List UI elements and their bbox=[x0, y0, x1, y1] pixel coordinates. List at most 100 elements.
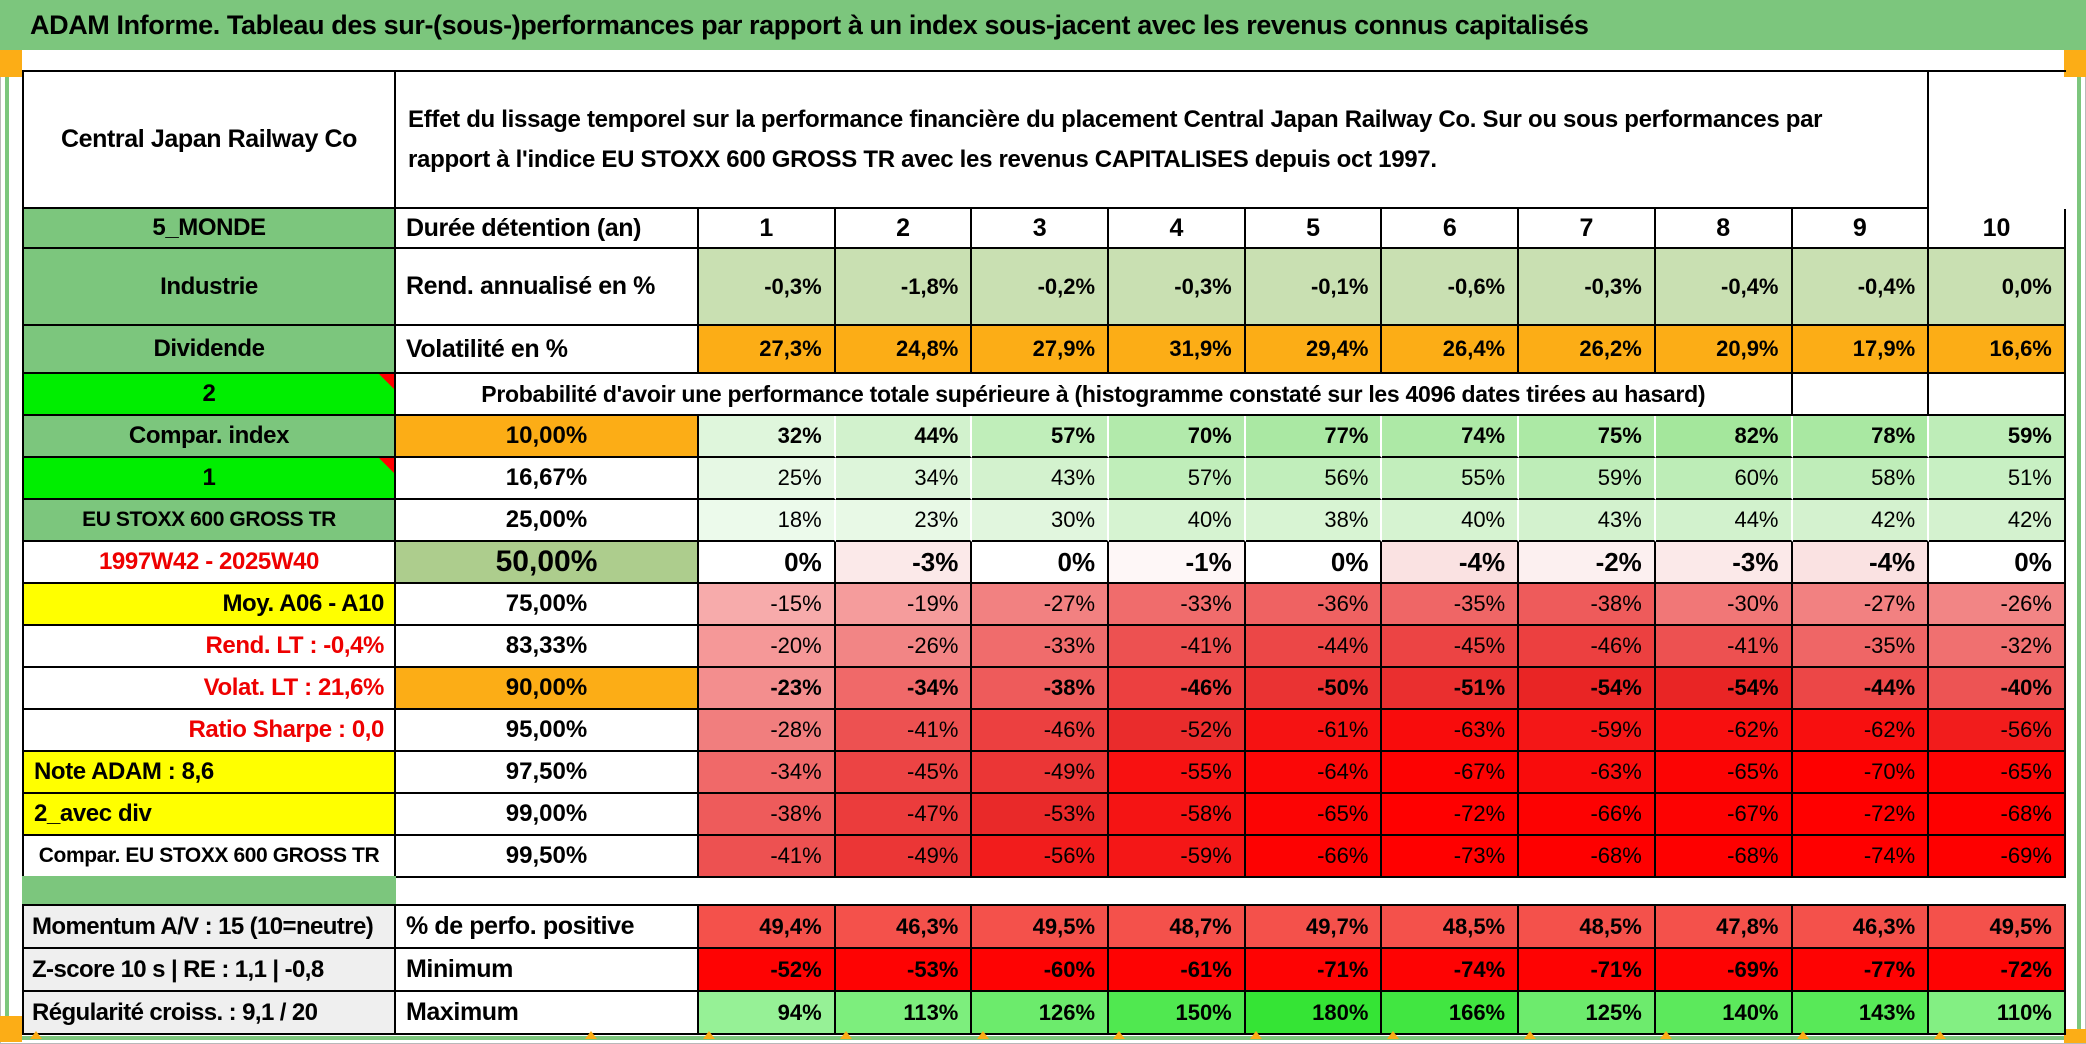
probability-cell[interactable]: -28% bbox=[699, 710, 836, 752]
threshold-cell[interactable]: 10,00% bbox=[396, 416, 699, 458]
row-label-cell[interactable]: Z-score 10 s | RE : 1,1 | -0,8 bbox=[24, 949, 396, 992]
probability-cell[interactable]: -15% bbox=[699, 584, 836, 626]
probability-cell[interactable]: 43% bbox=[1519, 500, 1656, 542]
threshold-cell[interactable]: 83,33% bbox=[396, 626, 699, 668]
data-cell[interactable]: 27,9% bbox=[972, 326, 1110, 374]
data-cell[interactable]: -52% bbox=[699, 949, 836, 992]
data-cell[interactable]: 126% bbox=[972, 992, 1110, 1035]
row-label-cell[interactable]: Ratio Sharpe : 0,0 bbox=[24, 710, 396, 752]
probability-cell[interactable]: 44% bbox=[1655, 500, 1793, 542]
probability-cell[interactable]: 59% bbox=[1519, 458, 1656, 500]
probability-cell[interactable]: 32% bbox=[699, 416, 836, 458]
threshold-cell[interactable]: 97,50% bbox=[396, 752, 699, 794]
row-label-cell[interactable]: Momentum A/V : 15 (10=neutre) bbox=[24, 906, 396, 949]
probability-cell[interactable]: 23% bbox=[835, 500, 973, 542]
row-label-cell[interactable]: Compar. index bbox=[24, 416, 396, 458]
banner-label-cell[interactable]: 2 bbox=[24, 374, 396, 416]
probability-cell[interactable]: -30% bbox=[1655, 584, 1793, 626]
row-label-cell[interactable]: 2_avec div bbox=[24, 794, 396, 836]
probability-cell[interactable]: -73% bbox=[1382, 836, 1520, 878]
data-cell[interactable]: -69% bbox=[1655, 949, 1793, 992]
period-header-cell[interactable]: 1 bbox=[699, 209, 836, 249]
probability-cell[interactable]: -38% bbox=[1519, 584, 1656, 626]
probability-cell[interactable]: -56% bbox=[972, 836, 1110, 878]
data-cell[interactable]: 150% bbox=[1109, 992, 1246, 1035]
probability-cell[interactable]: -49% bbox=[835, 836, 973, 878]
parameter-cell[interactable]: Durée détention (an) bbox=[396, 209, 699, 249]
data-cell[interactable]: -77% bbox=[1792, 949, 1930, 992]
probability-cell[interactable]: -41% bbox=[835, 710, 973, 752]
probability-cell[interactable]: -1% bbox=[1109, 542, 1246, 584]
row-label-cell[interactable]: 5_MONDE bbox=[24, 209, 396, 249]
probability-cell[interactable]: -69% bbox=[1929, 836, 2066, 878]
data-cell[interactable]: 31,9% bbox=[1109, 326, 1246, 374]
probability-cell[interactable]: -19% bbox=[835, 584, 973, 626]
probability-cell[interactable]: 78% bbox=[1792, 416, 1930, 458]
row-label-cell[interactable]: Compar. EU STOXX 600 GROSS TR bbox=[24, 836, 396, 878]
threshold-cell[interactable]: 50,00% bbox=[396, 542, 699, 584]
probability-cell[interactable]: -4% bbox=[1792, 542, 1930, 584]
probability-cell[interactable]: -34% bbox=[699, 752, 836, 794]
probability-cell[interactable]: -35% bbox=[1382, 584, 1520, 626]
row-label-cell[interactable]: Industrie bbox=[24, 249, 396, 326]
probability-cell[interactable]: -68% bbox=[1929, 794, 2066, 836]
probability-cell[interactable]: -64% bbox=[1245, 752, 1383, 794]
data-cell[interactable]: -72% bbox=[1929, 949, 2066, 992]
probability-cell[interactable]: 59% bbox=[1929, 416, 2066, 458]
probability-cell[interactable]: -2% bbox=[1519, 542, 1656, 584]
probability-cell[interactable]: -72% bbox=[1382, 794, 1520, 836]
data-cell[interactable]: -60% bbox=[972, 949, 1110, 992]
probability-cell[interactable]: -41% bbox=[1109, 626, 1246, 668]
probability-cell[interactable]: -67% bbox=[1655, 794, 1793, 836]
threshold-cell[interactable]: 99,00% bbox=[396, 794, 699, 836]
probability-cell[interactable]: -68% bbox=[1655, 836, 1793, 878]
data-cell[interactable]: 26,2% bbox=[1519, 326, 1656, 374]
probability-cell[interactable]: -23% bbox=[699, 668, 836, 710]
probability-cell[interactable]: -58% bbox=[1109, 794, 1246, 836]
probability-cell[interactable]: 38% bbox=[1245, 500, 1383, 542]
probability-cell[interactable]: 60% bbox=[1655, 458, 1793, 500]
description-cell[interactable]: Effet du lissage temporel sur la perform… bbox=[396, 72, 1930, 209]
data-cell[interactable]: -74% bbox=[1382, 949, 1520, 992]
probability-cell[interactable]: -46% bbox=[1519, 626, 1656, 668]
data-cell[interactable]: 26,4% bbox=[1382, 326, 1520, 374]
data-cell[interactable]: 140% bbox=[1655, 992, 1793, 1035]
probability-cell[interactable]: -59% bbox=[1519, 710, 1656, 752]
probability-cell[interactable]: -46% bbox=[972, 710, 1110, 752]
threshold-cell[interactable]: 99,50% bbox=[396, 836, 699, 878]
data-cell[interactable]: -0,4% bbox=[1792, 249, 1930, 326]
period-header-cell[interactable]: 2 bbox=[835, 209, 973, 249]
period-header-cell[interactable]: 5 bbox=[1245, 209, 1383, 249]
probability-cell[interactable]: 56% bbox=[1245, 458, 1383, 500]
probability-cell[interactable]: -46% bbox=[1109, 668, 1246, 710]
probability-cell[interactable]: -51% bbox=[1382, 668, 1520, 710]
row-label-cell[interactable]: Régularité croiss. : 9,1 / 20 bbox=[24, 992, 396, 1035]
parameter-cell[interactable]: Volatilité en % bbox=[396, 326, 699, 374]
threshold-cell[interactable]: 90,00% bbox=[396, 668, 699, 710]
probability-cell[interactable]: 57% bbox=[972, 416, 1110, 458]
row-label-cell[interactable]: EU STOXX 600 GROSS TR bbox=[24, 500, 396, 542]
data-cell[interactable]: -53% bbox=[835, 949, 973, 992]
data-cell[interactable]: 49,5% bbox=[1929, 906, 2066, 949]
probability-cell[interactable]: 70% bbox=[1109, 416, 1246, 458]
data-cell[interactable]: -0,3% bbox=[1109, 249, 1246, 326]
probability-cell[interactable]: -54% bbox=[1519, 668, 1656, 710]
probability-cell[interactable]: 0% bbox=[972, 542, 1110, 584]
data-cell[interactable]: -61% bbox=[1109, 949, 1246, 992]
parameter-cell[interactable]: Rend. annualisé en % bbox=[396, 249, 699, 326]
data-cell[interactable]: -0,1% bbox=[1245, 249, 1383, 326]
probability-cell[interactable]: -33% bbox=[972, 626, 1110, 668]
period-header-cell[interactable]: 8 bbox=[1655, 209, 1793, 249]
data-cell[interactable]: 49,5% bbox=[972, 906, 1110, 949]
probability-cell[interactable]: -3% bbox=[1655, 542, 1793, 584]
data-cell[interactable]: 29,4% bbox=[1245, 326, 1383, 374]
probability-cell[interactable]: 34% bbox=[835, 458, 973, 500]
threshold-cell[interactable]: 25,00% bbox=[396, 500, 699, 542]
probability-cell[interactable]: -47% bbox=[835, 794, 973, 836]
probability-cell[interactable]: -26% bbox=[835, 626, 973, 668]
probability-cell[interactable]: 44% bbox=[835, 416, 973, 458]
data-cell[interactable]: -0,6% bbox=[1382, 249, 1520, 326]
empty-cell[interactable] bbox=[1929, 374, 2066, 416]
probability-cell[interactable]: -44% bbox=[1245, 626, 1383, 668]
data-cell[interactable]: 49,7% bbox=[1245, 906, 1383, 949]
